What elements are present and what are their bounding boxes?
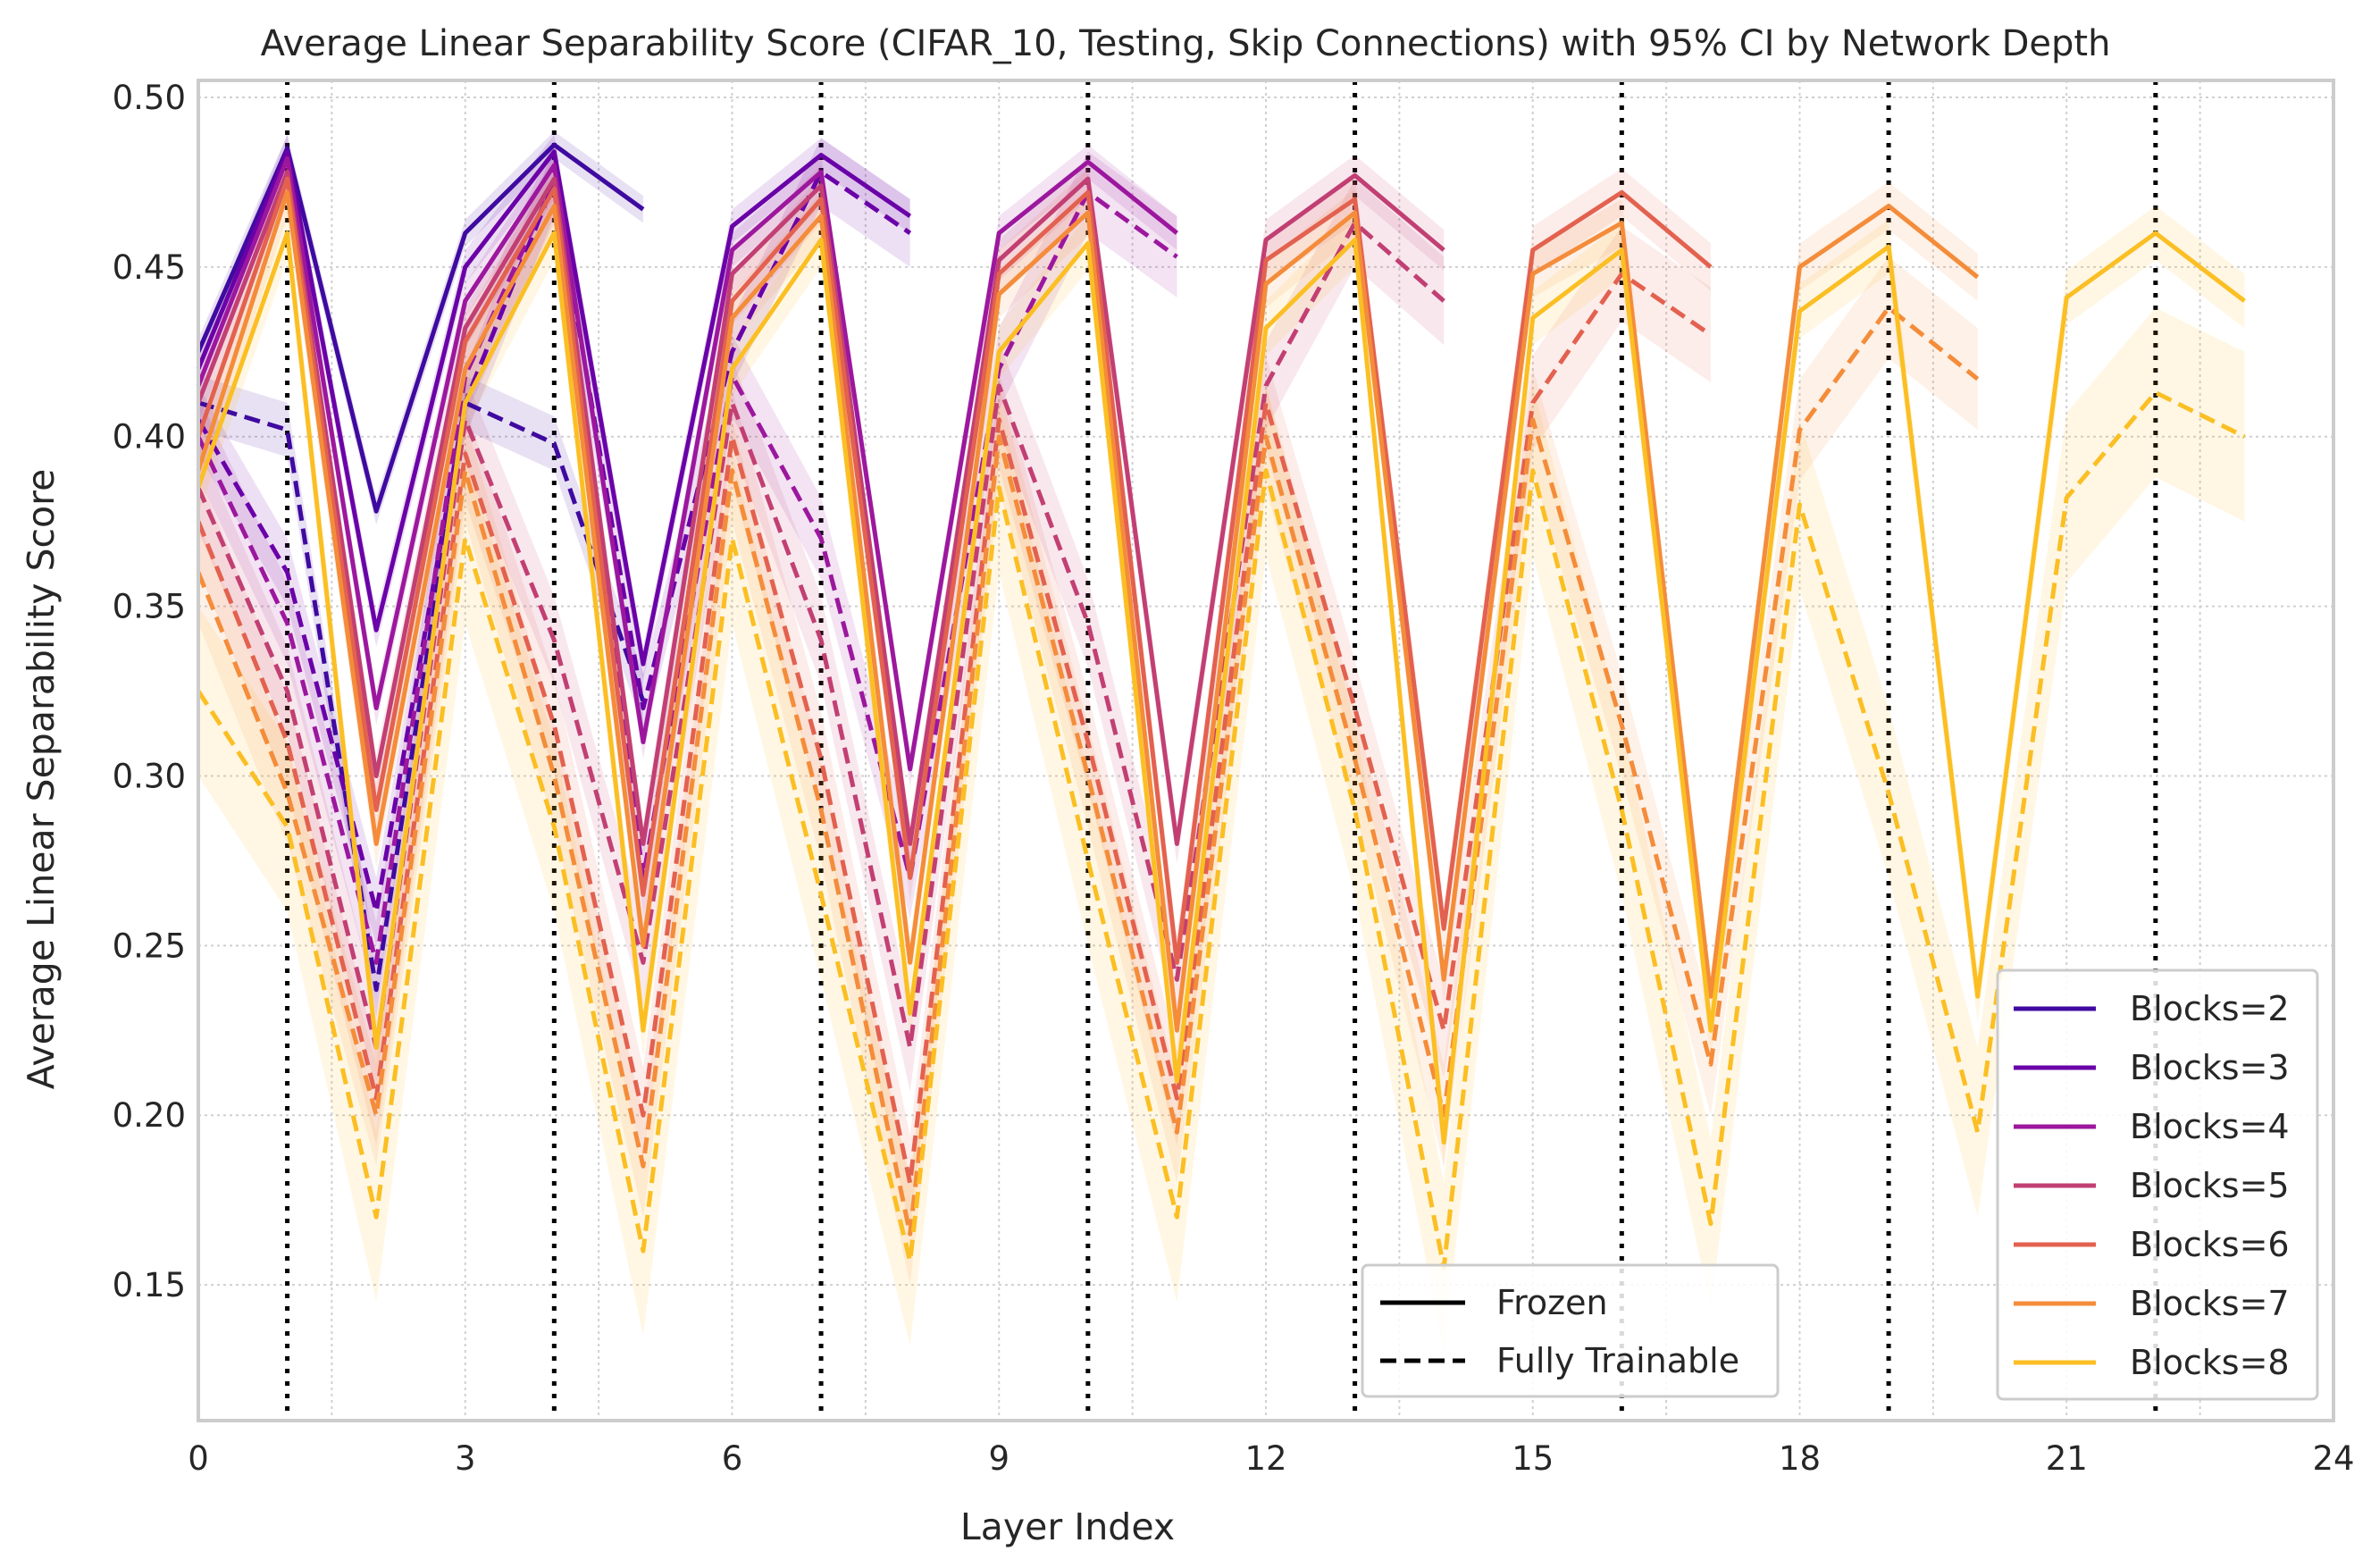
x-tick-label: 9	[988, 1439, 1010, 1478]
ci-band	[198, 226, 1711, 1231]
y-tick-label: 0.35	[113, 588, 186, 626]
x-tick-label: 0	[188, 1439, 209, 1478]
ci-band	[198, 138, 910, 946]
series-line-trainable	[196, 305, 1980, 1237]
series-line-frozen	[196, 170, 1445, 846]
series-line-frozen	[196, 149, 912, 667]
style-legend-box	[1361, 1263, 1780, 1398]
ci-band	[198, 168, 1978, 1054]
series-lines	[196, 142, 2246, 1270]
series-line-frozen	[196, 231, 2246, 1145]
series-line-frozen	[196, 189, 1980, 1033]
depth-legend-label: Blocks=7	[2130, 1284, 2290, 1323]
y-axis-label: Average Linear Separability Score	[20, 469, 63, 1090]
series-line-trainable	[196, 271, 1713, 1186]
series-line-trainable	[196, 390, 2246, 1270]
depth-legend-label: Blocks=3	[2130, 1048, 2290, 1087]
series-line-frozen	[196, 155, 1178, 772]
x-tick-label: 15	[1512, 1439, 1554, 1478]
y-tick-label: 0.20	[113, 1096, 186, 1135]
style-legend: Frozen Fully Trainable	[1361, 1263, 1780, 1398]
y-tick-label: 0.25	[113, 927, 186, 965]
depth-legend-label: Blocks=5	[2130, 1166, 2290, 1205]
y-tick-label: 0.45	[113, 248, 186, 287]
depth-legend-label: Blocks=2	[2130, 989, 2290, 1028]
depth-legend-label: Blocks=6	[2130, 1225, 2290, 1264]
series-line-frozen	[196, 176, 1713, 965]
plot-frame	[197, 79, 2335, 1422]
axis-ticks: 0 3 6 9 12 15 18 21 24 0.15 0.20 0.25 0.30 0.35 0.40 0.…	[113, 79, 2355, 1478]
x-tick-label: 3	[455, 1439, 476, 1478]
chart-title: Average Linear Separability Score (CIFAR…	[261, 23, 2111, 64]
x-tick-label: 21	[2046, 1439, 2088, 1478]
depth-legend-label: Blocks=8	[2130, 1343, 2290, 1382]
x-axis-label: Layer Index	[960, 1505, 1175, 1548]
x-tick-label: 24	[2312, 1439, 2354, 1478]
style-legend-label: Fully Trainable	[1496, 1341, 1739, 1380]
depth-legend: Blocks=2 Blocks=3 Blocks=4 Blocks=5 Blocks=6…	[1996, 968, 2319, 1401]
y-tick-label: 0.30	[113, 757, 186, 795]
depth-legend-box	[1996, 968, 2319, 1401]
x-tick-label: 12	[1244, 1439, 1286, 1478]
series-line-trainable	[197, 400, 646, 993]
y-tick-label: 0.15	[113, 1266, 186, 1304]
x-tick-label: 18	[1779, 1439, 1821, 1478]
style-legend-label: Frozen	[1496, 1283, 1608, 1322]
y-tick-label: 0.40	[113, 418, 186, 457]
depth-legend-label: Blocks=4	[2130, 1107, 2290, 1146]
x-tick-label: 6	[722, 1439, 743, 1478]
y-tick-label: 0.50	[113, 79, 186, 117]
